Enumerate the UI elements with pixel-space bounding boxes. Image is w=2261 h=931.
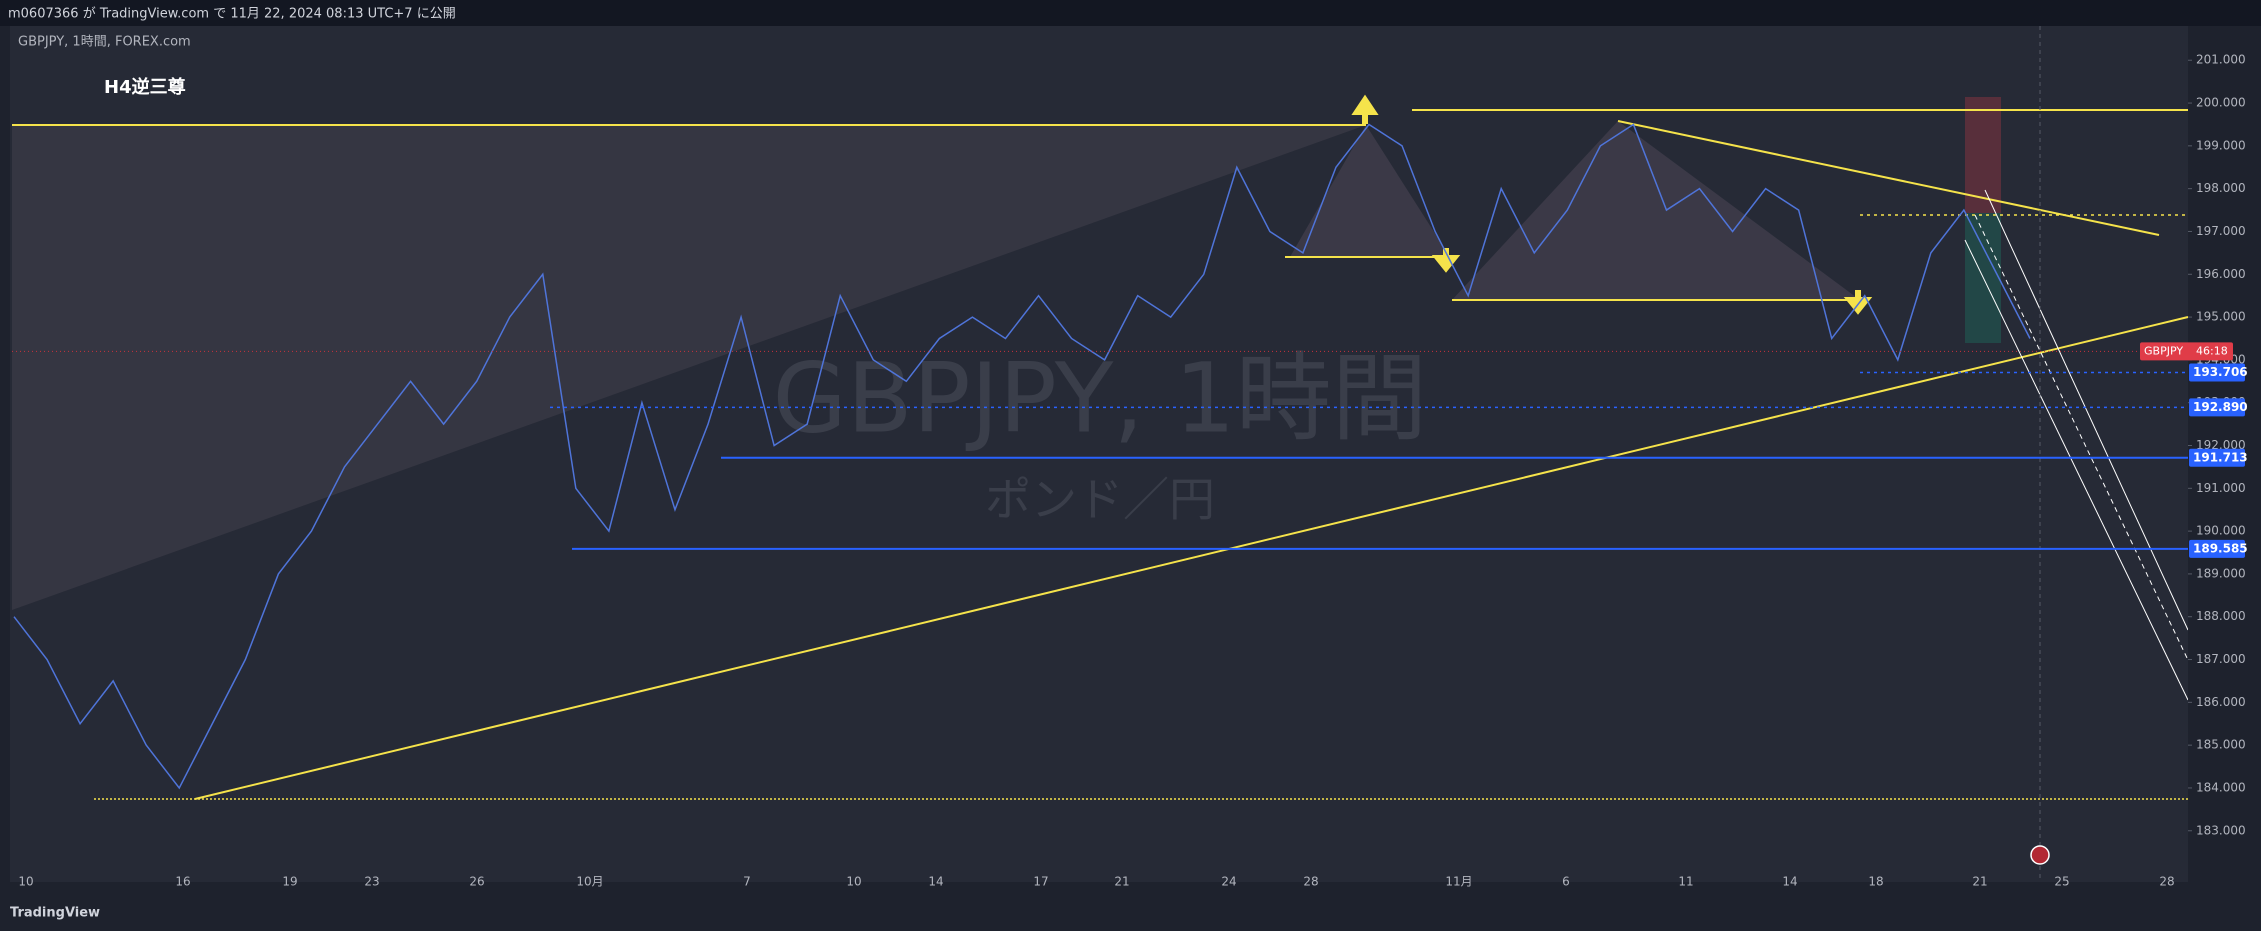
level-label: 189.585 bbox=[2193, 541, 2248, 555]
trendline bbox=[194, 316, 2189, 800]
y-tick-label: 198.000 bbox=[2196, 181, 2246, 195]
annotation: H4逆三尊 bbox=[104, 76, 186, 98]
x-tick-label: 21 bbox=[1114, 875, 1129, 889]
x-tick-label: 16 bbox=[175, 875, 190, 889]
y-tick-label: 190.000 bbox=[2196, 524, 2246, 538]
footer-brand: TradingView bbox=[10, 906, 100, 921]
y-tick-label: 185.000 bbox=[2196, 738, 2246, 752]
x-tick-label: 6 bbox=[1562, 875, 1570, 889]
y-tick-label: 197.000 bbox=[2196, 224, 2246, 238]
price-tag-countdown: 46:18 bbox=[2196, 344, 2228, 357]
y-tick-label: 192.000 bbox=[2196, 438, 2246, 452]
arrow-down bbox=[1431, 248, 1461, 273]
watermark-sub: ポンド／円 bbox=[985, 473, 1215, 527]
x-tick-label: 11 bbox=[1678, 875, 1693, 889]
y-tick-label: 187.000 bbox=[2196, 652, 2246, 666]
x-tick-label: 26 bbox=[469, 875, 484, 889]
x-tick-label: 14 bbox=[928, 875, 943, 889]
y-tick-label: 195.000 bbox=[2196, 310, 2246, 324]
x-tick-label: 25 bbox=[2054, 875, 2069, 889]
x-tick-label: 7 bbox=[743, 875, 751, 889]
y-tick-label: 183.000 bbox=[2196, 823, 2246, 837]
y-tick-label: 200.000 bbox=[2196, 96, 2246, 110]
channel-line bbox=[1974, 214, 2189, 661]
trendline bbox=[1617, 120, 2160, 236]
x-tick-label: 14 bbox=[1782, 875, 1797, 889]
level-label: 193.706 bbox=[2193, 365, 2248, 379]
time-axis bbox=[0, 882, 2261, 931]
x-tick-label: 10 bbox=[846, 875, 861, 889]
x-tick-label: 17 bbox=[1033, 875, 1048, 889]
y-tick-label: 201.000 bbox=[2196, 53, 2246, 67]
price-tag-box bbox=[2140, 342, 2233, 361]
price-tag-symbol: GBPJPY bbox=[2144, 344, 2183, 357]
x-tick-label: 23 bbox=[364, 875, 379, 889]
x-tick-label: 28 bbox=[2159, 875, 2174, 889]
arrow-down bbox=[1843, 290, 1873, 315]
channel-line bbox=[1984, 189, 2189, 631]
x-tick-label: 18 bbox=[1868, 875, 1883, 889]
y-tick-label: 199.000 bbox=[2196, 138, 2246, 152]
pattern-shoulder bbox=[1452, 121, 1860, 300]
y-tick-label: 186.000 bbox=[2196, 695, 2246, 709]
y-tick-label: 189.000 bbox=[2196, 566, 2246, 580]
y-tick-label: 196.000 bbox=[2196, 267, 2246, 281]
header-bar bbox=[0, 0, 2261, 26]
level-tag bbox=[2189, 448, 2245, 467]
level-tag bbox=[2189, 363, 2245, 382]
x-tick-label: 28 bbox=[1303, 875, 1318, 889]
level-tag bbox=[2189, 539, 2245, 558]
y-tick-label: 184.000 bbox=[2196, 780, 2246, 794]
risk-box bbox=[1965, 97, 2001, 213]
x-tick-label: 19 bbox=[282, 875, 297, 889]
x-tick-label: 11月 bbox=[1445, 875, 1472, 889]
price-line bbox=[13, 123, 2031, 790]
event-marker[interactable] bbox=[2030, 845, 2050, 865]
watermark: GBPJPY, 1時間 bbox=[773, 342, 1428, 454]
arrow-up bbox=[1351, 94, 1379, 124]
x-tick-label: 10 bbox=[18, 875, 33, 889]
level-tag bbox=[2189, 398, 2245, 417]
y-tick-label: 191.000 bbox=[2196, 481, 2246, 495]
level-label: 191.713 bbox=[2193, 450, 2248, 464]
symbol-line: GBPJPY, 1時間, FOREX.com bbox=[18, 35, 191, 50]
x-tick-label: 24 bbox=[1221, 875, 1236, 889]
shaded-zone bbox=[12, 125, 1366, 610]
x-tick-label: 10月 bbox=[576, 875, 603, 889]
pattern-shoulder bbox=[1290, 125, 1450, 257]
level-label: 192.890 bbox=[2193, 400, 2248, 414]
y-tick-label: 188.000 bbox=[2196, 609, 2246, 623]
channel-line bbox=[1964, 239, 2189, 701]
published-line: m0607366 が TradingView.com で 11月 22, 202… bbox=[8, 7, 456, 22]
x-tick-label: 21 bbox=[1972, 875, 1987, 889]
plot-area bbox=[10, 26, 2188, 882]
